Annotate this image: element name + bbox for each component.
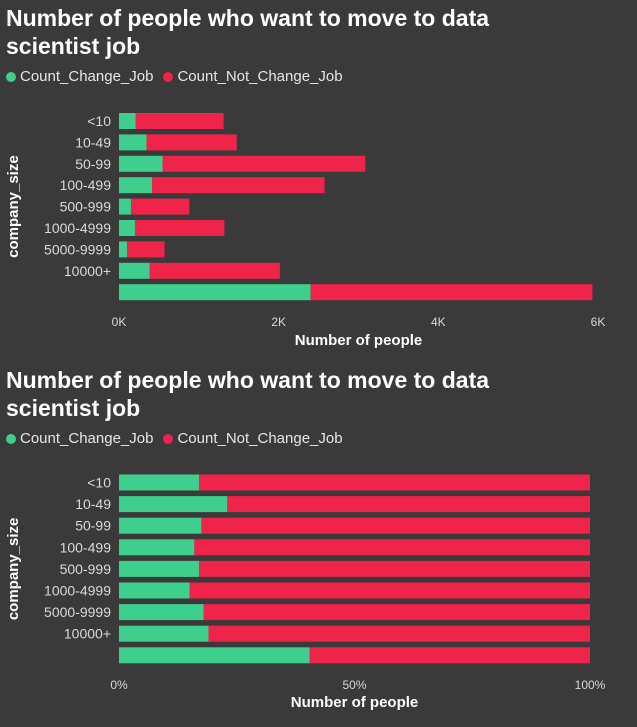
- category-label: 1000-4999: [44, 220, 111, 236]
- x-axis-title: Number of people: [295, 332, 423, 349]
- bar-chart-percent: company_size <10 10-49 50-99 100-499 500-999 1…: [5, 474, 606, 711]
- bar-segment-change: [119, 155, 163, 172]
- bar-segment-change: [119, 241, 127, 258]
- bar-segment-not-change: [201, 517, 591, 534]
- bar-segment-not-change: [130, 198, 190, 215]
- bar-segment-not-change: [152, 177, 325, 194]
- category-label: 500-999: [60, 199, 112, 215]
- x-tick-label: 50%: [342, 678, 366, 692]
- bar-segment-change: [119, 134, 147, 151]
- x-tick-label: 100%: [575, 678, 606, 692]
- x-tick-label: 0%: [110, 678, 128, 692]
- legend[interactable]: Count_Change_Job Count_Not_Change_Job: [6, 430, 353, 447]
- bar-segment-change: [119, 496, 228, 513]
- chart-panel-percent: Number of people who want to move to dat…: [0, 362, 637, 727]
- y-axis-title: company_size: [5, 155, 22, 258]
- bar-chart-counts: company_size <10 10-49 50-99 100-499 500-999 1…: [5, 113, 606, 349]
- legend-label-change: Count_Change_Job: [20, 430, 154, 447]
- legend-item-change[interactable]: Count_Change_Job: [6, 430, 153, 447]
- bar-segment-change: [119, 177, 153, 194]
- x-tick-label: 6K: [591, 315, 606, 329]
- category-label: 50-99: [75, 518, 111, 534]
- category-label: 500-999: [60, 561, 112, 577]
- bar-segment-not-change: [208, 625, 591, 642]
- chart-title: Number of people who want to move to dat…: [6, 5, 490, 59]
- legend-dot-icon: [163, 71, 174, 82]
- bar-segment-not-change: [199, 474, 590, 491]
- bar-segment-not-change: [126, 241, 165, 258]
- legend-label-not-change: Count_Not_Change_Job: [177, 430, 343, 447]
- x-axis-title: Number of people: [291, 694, 419, 711]
- bar-segment-change: [119, 604, 204, 621]
- category-label: 1000-4999: [44, 583, 111, 599]
- bar-segment-not-change: [227, 496, 590, 513]
- legend[interactable]: Count_Change_Job Count_Not_Change_Job: [6, 68, 353, 85]
- bar-segment-not-change: [134, 220, 225, 236]
- category-label: <10: [87, 475, 111, 491]
- x-tick-label: 4K: [431, 315, 446, 329]
- bar-segment-change: [119, 198, 131, 215]
- bar-segment-change: [119, 220, 135, 236]
- bar-segment-change: [119, 625, 209, 642]
- bar-segment-change: [119, 284, 311, 301]
- category-label: 10000+: [64, 263, 111, 279]
- bar-segment-not-change: [309, 647, 590, 664]
- bar-segment-change: [119, 560, 200, 577]
- bar-segment-not-change: [310, 284, 593, 301]
- bar-segment-not-change: [189, 582, 590, 599]
- bar-segment-change: [119, 262, 150, 279]
- bar-segment-change: [119, 517, 202, 534]
- category-label: 50-99: [75, 156, 111, 172]
- category-label: <10: [87, 113, 111, 129]
- category-label: 100-499: [60, 539, 112, 555]
- legend-item-not-change[interactable]: Count_Not_Change_Job: [163, 68, 343, 85]
- category-label: 5000-9999: [44, 604, 111, 620]
- bar-segment-change: [119, 474, 200, 491]
- y-axis-title: company_size: [5, 518, 22, 621]
- legend-item-not-change[interactable]: Count_Not_Change_Job: [163, 430, 343, 447]
- legend-dot-icon: [163, 433, 174, 444]
- bar-segment-change: [119, 647, 310, 664]
- bar-segment-change: [119, 539, 195, 556]
- category-label: 10000+: [64, 626, 111, 642]
- legend-dot-icon: [6, 71, 16, 82]
- category-label: 10-49: [75, 496, 111, 512]
- bar-segment-not-change: [149, 262, 280, 279]
- bar-segment-not-change: [194, 539, 591, 556]
- legend-dot-icon: [6, 433, 16, 444]
- bar-segment-not-change: [135, 113, 224, 129]
- legend-item-change[interactable]: Count_Change_Job: [6, 68, 153, 85]
- bar-segment-change: [119, 113, 136, 129]
- category-label: 10-49: [75, 134, 111, 150]
- bar-segment-change: [119, 582, 190, 599]
- bar-segment-not-change: [199, 560, 590, 577]
- legend-label-not-change: Count_Not_Change_Job: [177, 68, 343, 85]
- legend-label-change: Count_Change_Job: [20, 68, 154, 85]
- category-label: 100-499: [60, 177, 112, 193]
- bar-segment-not-change: [203, 604, 590, 621]
- bar-segment-not-change: [162, 155, 366, 172]
- x-tick-label: 2K: [271, 315, 286, 329]
- bar-segment-not-change: [146, 134, 237, 151]
- chart-panel-counts: Number of people who want to move to dat…: [0, 0, 637, 362]
- x-tick-label: 0K: [112, 315, 127, 329]
- chart-title: Number of people who want to move to dat…: [6, 367, 490, 421]
- category-label: 5000-9999: [44, 241, 111, 257]
